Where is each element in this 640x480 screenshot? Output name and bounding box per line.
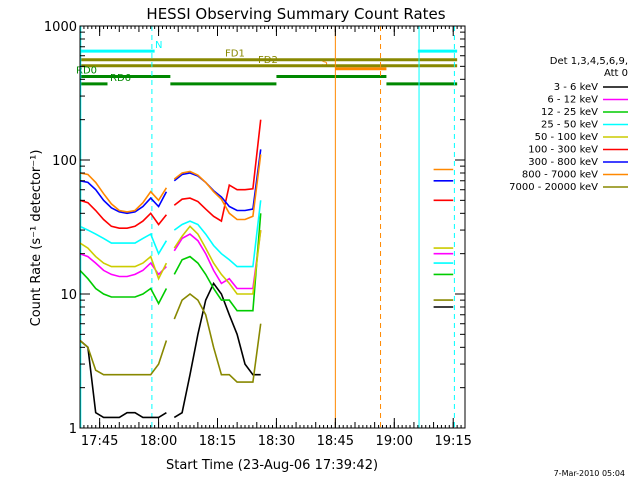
series-line-25-50-kev-seg0	[79, 225, 168, 256]
x-tick-label: 18:15	[199, 434, 236, 449]
series-line-6-12-kev-seg1	[173, 229, 262, 290]
legend-entry-label: 25 - 50 keV	[541, 120, 598, 131]
axes: 1 10 100 1000 17:45 18:00 18:15 18:30 18:45 19:00…	[44, 20, 472, 449]
flag-label-s: S	[321, 58, 327, 69]
legend-entry-label: 800 - 7000 keV	[522, 170, 598, 181]
series-line-50-100-kev-seg0	[79, 242, 168, 281]
x-tick-label: 18:00	[140, 434, 177, 449]
y-tick-label: 10	[60, 288, 77, 303]
series-line-25-50-kev-seg1	[173, 200, 262, 268]
legend-entry-label: 12 - 25 keV	[541, 107, 598, 118]
series-line-800-7000-kev-seg1	[173, 154, 262, 221]
plot-frame	[79, 25, 466, 429]
y-axis-label: Count Rate (s⁻¹ detector⁻¹)	[29, 150, 44, 327]
series-line-3-6-kev-seg1	[173, 281, 261, 419]
plot-area: N S FD1 FD2 RD0 RD6	[76, 26, 458, 428]
legend-entry-label: 300 - 800 keV	[528, 157, 598, 168]
x-tick-label: 17:45	[81, 434, 118, 449]
series-line-7000-20000-kev-seg1	[173, 292, 262, 383]
legend-header: Det 1,3,4,5,6,9,	[550, 56, 628, 67]
y-tick-label: 1	[69, 422, 77, 437]
series-line-800-7000-kev-seg0	[79, 172, 168, 213]
series-line-100-300-kev-seg0	[79, 199, 168, 229]
flag-label-rd0: RD0	[76, 65, 97, 76]
series-line-6-12-kev-seg0	[79, 252, 167, 278]
legend: Det 1,3,4,5,6,9, Att 0	[550, 56, 628, 79]
legend-entry-label: 50 - 100 keV	[535, 132, 599, 143]
flag-label-fd2: FD2	[258, 55, 278, 66]
y-tick-label: 100	[52, 154, 77, 169]
legend-entry-label: 6 - 12 keV	[547, 95, 598, 106]
x-tick-label: 18:45	[317, 434, 354, 449]
flag-label-rd6: RD6	[110, 73, 131, 84]
series-line-100-300-kev-seg1	[173, 119, 262, 223]
series-line-7000-20000-kev-seg0	[79, 339, 168, 376]
flag-label-fd1: FD1	[225, 49, 245, 60]
x-axis-label: Start Time (23-Aug-06 17:39:42)	[166, 458, 378, 473]
legend-entry-label: 7000 - 20000 keV	[509, 182, 598, 193]
legend-header-attenuator: Att 0	[604, 68, 628, 79]
x-tick-label: 19:00	[376, 434, 413, 449]
series-line-12-25-kev-seg0	[79, 269, 168, 306]
series-line-12-25-kev-seg1	[173, 213, 262, 312]
series-line-50-100-kev-seg1	[173, 225, 262, 295]
timestamp-footer: 7-Mar-2010 05:04	[554, 469, 625, 478]
series-line-300-800-kev-seg0	[79, 180, 168, 215]
x-tick-label: 18:30	[258, 434, 295, 449]
legend-entry-label: 100 - 300 keV	[528, 145, 598, 156]
x-tick-label: 19:15	[434, 434, 471, 449]
series-line-3-6-kev-seg0	[79, 339, 167, 419]
flag-label-n: N	[155, 40, 162, 51]
series-line-300-800-kev-seg1	[173, 149, 262, 212]
y-tick-label: 1000	[44, 20, 77, 35]
chart-title: HESSI Observing Summary Count Rates	[146, 5, 445, 23]
legend-entry-label: 3 - 6 keV	[554, 82, 598, 93]
